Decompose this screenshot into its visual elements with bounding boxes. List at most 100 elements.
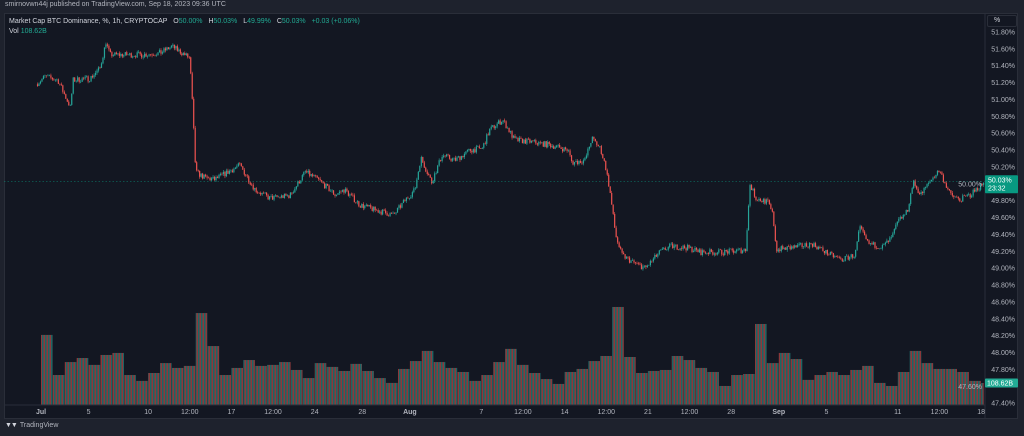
candle [347, 191, 350, 196]
candle [337, 193, 339, 195]
candle [303, 172, 305, 176]
candle [80, 81, 82, 83]
legend-ohlc-row: Market Cap BTC Dominance, %, 1h, CRYPTOC… [9, 17, 360, 27]
candle [972, 189, 974, 196]
candle [764, 199, 766, 204]
candle [346, 188, 348, 192]
volume-bar [659, 369, 672, 405]
candle [304, 171, 306, 173]
candle [576, 160, 579, 165]
candle [431, 177, 433, 184]
candle [264, 192, 266, 194]
candle [445, 154, 448, 157]
candle [585, 155, 588, 159]
volume-bar [469, 380, 481, 405]
candle [86, 76, 88, 77]
candle [636, 263, 638, 264]
volume-bar [802, 379, 815, 405]
candle [651, 260, 653, 262]
candle [228, 170, 231, 174]
candle [480, 148, 482, 149]
candle [398, 205, 400, 208]
candle [550, 144, 552, 148]
candle [517, 137, 519, 142]
candle [277, 196, 280, 198]
candle [880, 248, 882, 249]
candle [135, 56, 137, 58]
candle [68, 101, 70, 106]
candle [724, 249, 726, 256]
volume-bar [945, 368, 957, 405]
candle [816, 246, 818, 250]
tradingview-logo[interactable]: ▼▼ TradingView [5, 422, 58, 429]
candle [703, 250, 705, 253]
candle [887, 240, 889, 242]
candle [567, 150, 570, 151]
candle [72, 77, 74, 94]
volume-bar [588, 361, 600, 405]
candle [182, 53, 184, 56]
price-tick-label: 50.20% [991, 164, 1015, 171]
candle [611, 192, 613, 205]
candle [428, 173, 430, 176]
candle [521, 138, 524, 144]
candle [207, 177, 210, 179]
candle [102, 57, 104, 64]
candle [419, 165, 421, 172]
candle [962, 195, 964, 202]
candle [237, 163, 239, 167]
volume-label[interactable]: Vol [9, 28, 19, 35]
candle [222, 171, 225, 175]
candle [319, 178, 321, 181]
candle [749, 185, 751, 206]
symbol-title[interactable]: Market Cap BTC Dominance, %, 1h, CRYPTOC… [9, 18, 168, 25]
candle [978, 189, 980, 191]
candle [770, 204, 772, 210]
candle [959, 198, 961, 202]
candle [792, 246, 794, 248]
volume-bar [683, 360, 696, 405]
candle [65, 94, 67, 99]
volume-bar [885, 385, 898, 405]
candle [96, 70, 98, 73]
candle [294, 188, 296, 193]
candle [161, 52, 164, 54]
candle [54, 79, 56, 81]
candle [111, 52, 113, 57]
tradingview-logo-icon: ▼▼ [5, 422, 18, 429]
volume-bar [600, 355, 612, 405]
candle [478, 146, 480, 149]
candle [591, 136, 593, 143]
percent-scale-button[interactable]: % [987, 15, 1017, 27]
volume-bar [719, 385, 731, 405]
candle [545, 141, 547, 148]
candle [901, 217, 903, 219]
candle [698, 249, 701, 253]
candle [609, 186, 611, 193]
candle [924, 187, 927, 188]
price-tick-label: 51.80% [991, 30, 1015, 37]
candle [801, 243, 803, 247]
candle [373, 206, 375, 211]
candle [630, 260, 632, 263]
candle [527, 138, 530, 140]
candle [919, 192, 921, 195]
candle [785, 247, 787, 250]
volume-bar [100, 354, 113, 405]
time-tick-label: Jul [36, 409, 46, 416]
candle [628, 257, 631, 263]
candle [440, 160, 442, 161]
candle [213, 176, 216, 181]
candle [623, 252, 625, 255]
candle [643, 265, 646, 267]
candle [261, 192, 263, 195]
candle [172, 44, 174, 46]
candle [774, 226, 776, 241]
candle [462, 155, 464, 158]
candle [44, 75, 46, 77]
candle [658, 250, 660, 255]
candle [686, 244, 689, 251]
candle [422, 157, 424, 163]
candle [835, 256, 837, 257]
